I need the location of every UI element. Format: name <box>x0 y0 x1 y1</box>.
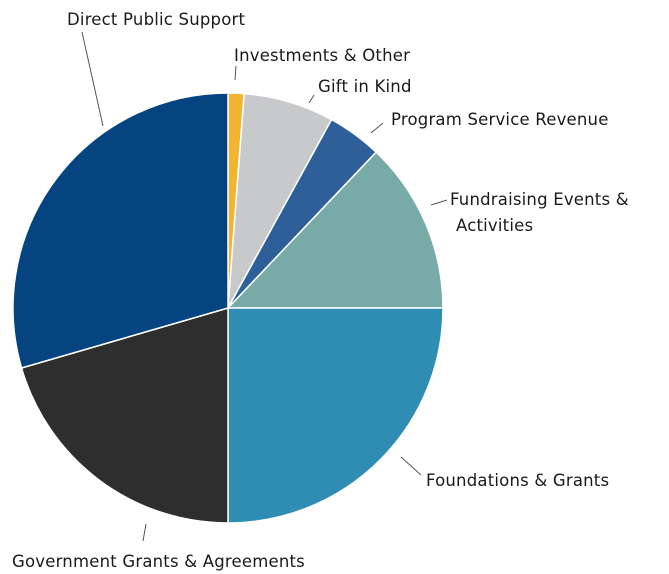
leader-lines <box>81 31 448 542</box>
label-foundations-grants: Foundations & Grants <box>426 471 609 490</box>
pie-slices <box>12 92 444 524</box>
slice-labels: Investments & Other Gift in Kind Program… <box>12 10 634 571</box>
label-fundraising-line-2: Activities <box>456 216 533 235</box>
leader-line-gift-in-kind <box>308 94 315 104</box>
label-gift-in-kind: Gift in Kind <box>318 77 412 96</box>
pie-slice-foundations-grants <box>227 307 444 524</box>
leader-line-foundations <box>400 456 422 476</box>
leader-line-government <box>142 523 147 542</box>
pie-slice-direct-public-support <box>12 92 229 369</box>
leader-line-direct-public <box>81 31 104 127</box>
pie-slice-fundraising-events-activities <box>227 151 444 309</box>
label-program-service-revenue: Program Service Revenue <box>391 110 609 129</box>
leader-line-program-service <box>370 122 384 134</box>
label-fundraising-line-1: Fundraising Events & <box>450 190 629 209</box>
label-direct-public-support: Direct Public Support <box>67 10 245 29</box>
label-fundraising-events: Fundraising Events & Activities <box>450 190 634 235</box>
label-investments-other: Investments & Other <box>234 46 410 65</box>
pie-slice-government-grants-agreements <box>20 307 229 524</box>
leader-line-fundraising <box>430 199 448 206</box>
leader-line-investments <box>234 65 237 81</box>
label-government-grants: Government Grants & Agreements <box>12 552 305 571</box>
